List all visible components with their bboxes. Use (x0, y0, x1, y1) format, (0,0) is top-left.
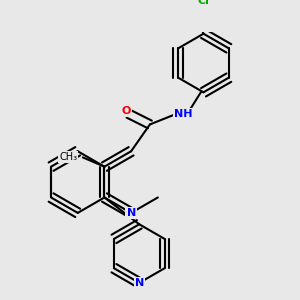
Text: N: N (127, 208, 136, 218)
Text: N: N (135, 278, 144, 288)
Text: O: O (121, 106, 130, 116)
Text: Cl: Cl (198, 0, 209, 6)
Text: NH: NH (174, 109, 193, 119)
Text: CH₃: CH₃ (59, 152, 77, 162)
